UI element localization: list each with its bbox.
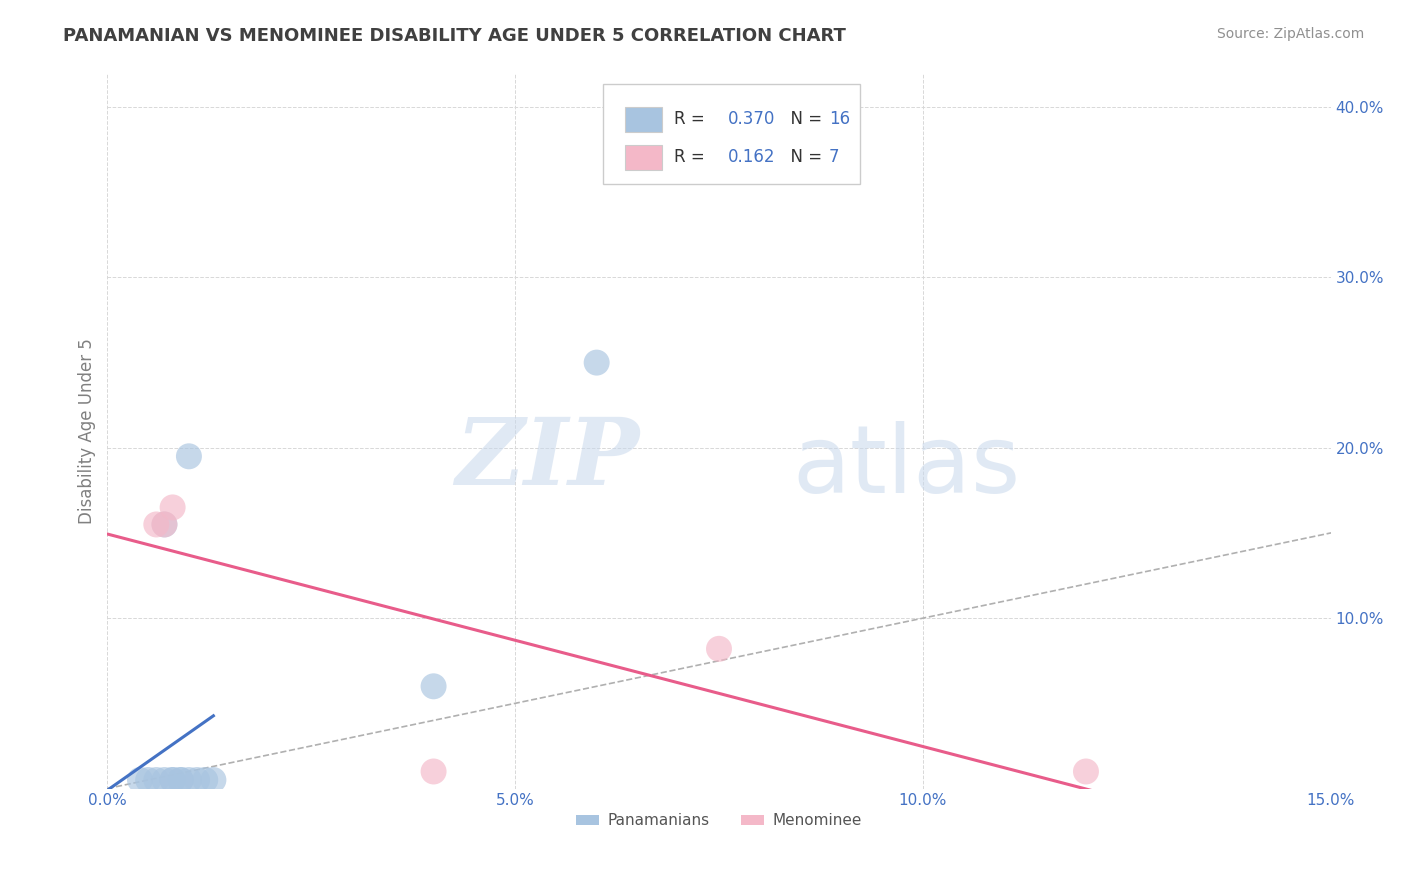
Point [186,772,208,787]
Text: 7: 7 [830,148,839,166]
Text: 0.162: 0.162 [727,148,775,166]
Point [145,772,167,787]
Point [136,772,159,787]
Point [170,772,193,787]
Point [177,772,200,787]
Point [162,500,184,515]
Text: Source: ZipAtlas.com: Source: ZipAtlas.com [1216,27,1364,41]
Text: R =: R = [673,111,710,128]
Text: N =: N = [780,111,828,128]
Point [585,356,607,370]
Point [162,772,184,787]
Text: 0.370: 0.370 [727,111,775,128]
Text: atlas: atlas [793,420,1021,513]
Point [1074,764,1097,779]
Text: 16: 16 [830,111,851,128]
Text: ZIP: ZIP [456,415,640,504]
Point [153,772,176,787]
FancyBboxPatch shape [603,84,859,184]
Text: PANAMANIAN VS MENOMINEE DISABILITY AGE UNDER 5 CORRELATION CHART: PANAMANIAN VS MENOMINEE DISABILITY AGE U… [63,27,846,45]
Y-axis label: Disability Age Under 5: Disability Age Under 5 [79,338,96,524]
Point [202,772,225,787]
Point [422,679,444,693]
FancyBboxPatch shape [624,107,661,132]
FancyBboxPatch shape [624,145,661,169]
Point [153,517,176,532]
Point [177,450,200,464]
Point [170,772,193,787]
Point [129,772,152,787]
Point [422,764,444,779]
Legend: Panamanians, Menominee: Panamanians, Menominee [569,807,869,835]
Text: N =: N = [780,148,828,166]
Point [162,772,184,787]
Point [153,517,176,532]
Text: R =: R = [673,148,710,166]
Point [145,517,167,532]
Point [194,772,217,787]
Point [707,641,730,656]
